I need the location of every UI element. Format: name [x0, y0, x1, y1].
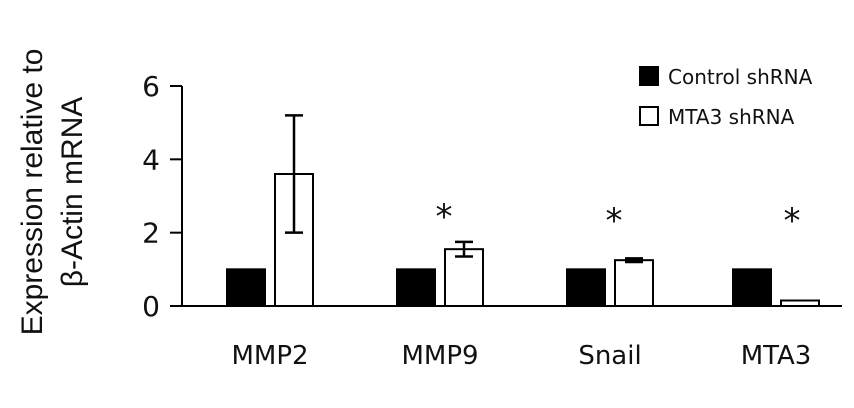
bar-control-mmp2 [226, 268, 266, 308]
bar-control-mmp9 [396, 268, 436, 308]
legend: Control shRNA MTA3 shRNA [639, 65, 813, 129]
legend-swatch-mta3 [639, 106, 659, 126]
bar-mta3-mmp9 [444, 248, 484, 308]
bar-mta3-snail [614, 259, 654, 307]
category-label-mmp9: MMP9 [401, 341, 478, 371]
legend-swatch-control [639, 66, 659, 86]
y-tick-label: 0 [142, 290, 160, 323]
significance-marker: * [606, 201, 623, 241]
significance-marker: * [436, 197, 453, 237]
y-axis-title: Expression relative to β-Actin mRNA [16, 49, 89, 336]
y-tick-label: 6 [142, 70, 160, 103]
category-label-mta3: MTA3 [741, 341, 812, 371]
bar-control-mta3 [732, 268, 772, 308]
y-tick-label: 2 [142, 217, 160, 250]
category-label-snail: Snail [578, 341, 641, 371]
legend-label-control: Control shRNA [668, 65, 813, 89]
bar-mta3-mta3 [780, 299, 820, 307]
plot-area: 0 2 4 6 MMP2 MMP9 * Snail * MTA3 * [142, 70, 842, 371]
y-tick-label: 4 [142, 143, 160, 176]
significance-marker: * [784, 201, 801, 241]
category-label-mmp2: MMP2 [231, 341, 308, 371]
bar-control-snail [566, 268, 606, 308]
legend-label-mta3: MTA3 shRNA [668, 105, 795, 129]
y-axis-label-line1: Expression relative to [16, 49, 49, 336]
y-axis-label-line2: β-Actin mRNA [56, 97, 89, 288]
